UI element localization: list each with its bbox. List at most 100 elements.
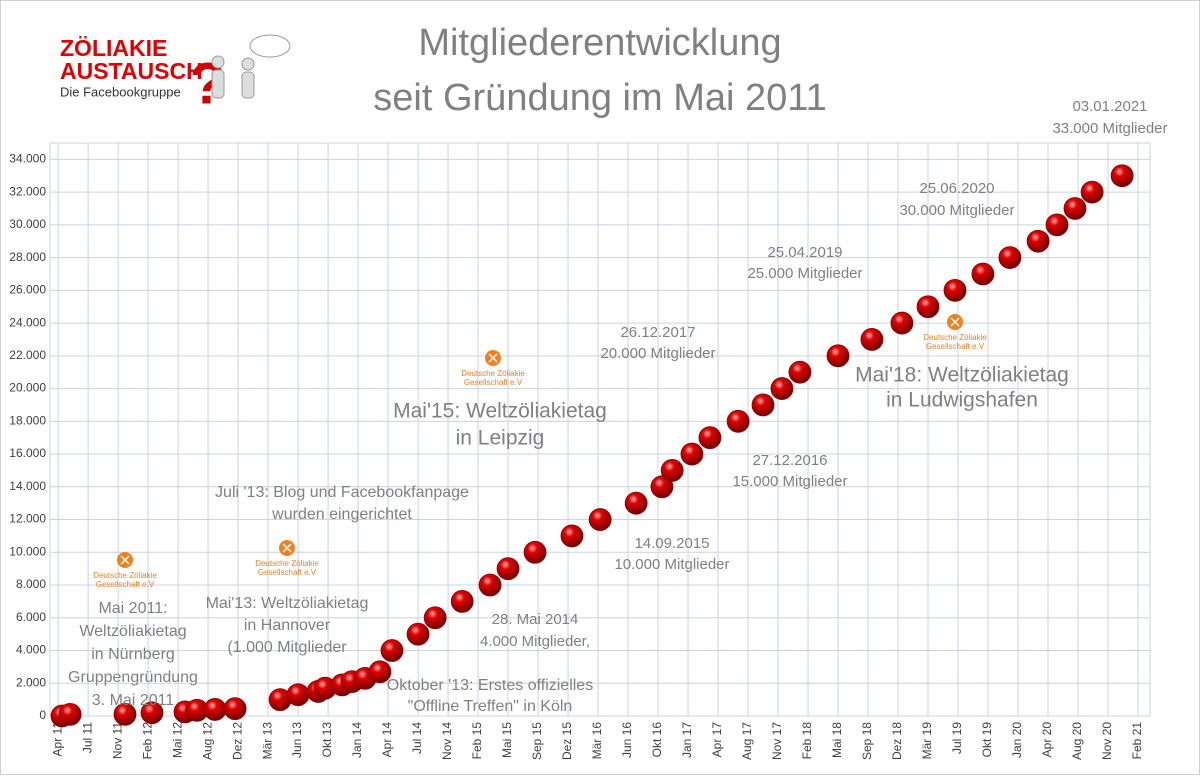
data-point <box>140 701 164 725</box>
annotation: 20.000 Mitglieder <box>600 345 715 362</box>
data-point <box>1080 180 1104 204</box>
annotation: 03.01.2021 <box>1072 98 1147 115</box>
x-tick-label: Nov 17 <box>770 722 784 760</box>
x-tick-label: Apr 20 <box>1040 722 1054 758</box>
data-point <box>423 606 447 630</box>
x-tick-label: Apr 11 <box>50 722 64 757</box>
data-point <box>1026 229 1050 253</box>
data-point <box>998 246 1022 270</box>
x-tick-label: Okt 19 <box>980 722 994 758</box>
x-tick-label: Apr 14 <box>380 722 394 758</box>
data-point <box>698 426 722 450</box>
annotation: Mai'15: Weltzöliakietag <box>393 400 607 423</box>
x-tick-label: Mai 12 <box>170 722 184 758</box>
annotation: 28. Mai 2014 <box>492 611 579 628</box>
annotation: 15.000 Mitglieder <box>732 473 847 490</box>
data-point <box>1110 164 1134 188</box>
data-point <box>650 475 674 499</box>
annotation: "Offline Treffen" in Köln <box>408 698 573 715</box>
partner-text: Gesellschaft e.V <box>96 580 155 589</box>
data-point <box>943 278 967 302</box>
x-tick-label: Dez 18 <box>890 722 904 760</box>
y-tick-label: 28.000 <box>9 250 46 264</box>
x-tick-label: Jul 11 <box>80 722 94 753</box>
x-tick-label: Nov 11 <box>110 722 124 759</box>
x-tick-label: Mai 18 <box>830 722 844 758</box>
y-tick-label: 12.000 <box>9 512 46 526</box>
x-tick-label: Dez 12 <box>230 722 244 760</box>
partner-icon <box>488 353 498 363</box>
annotation: in Leipzig <box>456 427 545 450</box>
x-tick-label: Mär 19 <box>920 722 934 760</box>
data-point <box>286 683 310 707</box>
annotation: 25.000 Mitglieder <box>747 265 862 282</box>
chart-title: Mitgliederentwicklung <box>418 22 781 64</box>
partner-text: Gesellschaft e.V <box>926 342 985 351</box>
data-point <box>58 702 82 726</box>
x-tick-label: Dez 15 <box>560 722 574 760</box>
data-point <box>726 409 750 433</box>
figure <box>241 57 255 71</box>
data-point <box>478 573 502 597</box>
data-point <box>788 360 812 384</box>
annotation: Gruppengründung <box>68 669 198 686</box>
annotation: Oktober '13: Erstes offizielles <box>387 677 593 694</box>
y-tick-label: 18.000 <box>9 413 46 427</box>
annotation: Mai'18: Weltzöliakietag <box>855 364 1069 387</box>
partner-icon <box>120 555 130 565</box>
figure <box>211 55 225 69</box>
annotation: 25.04.2019 <box>767 244 842 261</box>
y-tick-label: 26.000 <box>9 283 46 297</box>
data-point <box>223 697 247 721</box>
y-tick-label: 30.000 <box>9 217 46 231</box>
brand-logo: ZÖLIAKIE AUSTAUSCH Die Facebookgruppe ? <box>60 34 291 116</box>
annotation: wurden eingerichtet <box>271 506 412 523</box>
x-tick-label: Sep 18 <box>860 722 874 760</box>
figure <box>211 69 225 99</box>
data-point <box>496 557 520 581</box>
x-tick-label: Mär 13 <box>260 722 274 760</box>
x-tick-label: Jul 14 <box>410 722 424 754</box>
data-point <box>971 262 995 286</box>
y-tick-label: 10.000 <box>9 544 46 558</box>
data-point <box>380 639 404 662</box>
annotation: 3. Mai 2011 <box>92 692 175 709</box>
x-tick-label: Feb 12 <box>140 722 154 760</box>
x-tick-label: Nov 20 <box>1100 722 1114 760</box>
data-point <box>890 311 914 335</box>
data-point <box>770 377 794 400</box>
annotation: 33.000 Mitglieder <box>1052 120 1167 137</box>
figure <box>241 71 255 99</box>
x-tick-label: Jan 14 <box>350 722 364 758</box>
y-tick-label: 16.000 <box>9 446 46 460</box>
y-tick-label: 0 <box>39 708 46 722</box>
partner-text: Deutsche Zöliakie <box>255 559 319 568</box>
x-tick-label: Aug 20 <box>1070 722 1084 760</box>
y-tick-label: 6.000 <box>16 610 46 624</box>
annotation: Mai 2011: <box>98 600 167 617</box>
data-point <box>1045 213 1069 237</box>
annotation: 26.12.2017 <box>620 324 695 341</box>
x-tick-label: Feb 15 <box>470 722 484 760</box>
annotation: 14.09.2015 <box>634 535 709 552</box>
y-tick-label: 8.000 <box>16 577 46 591</box>
brand-text: AUSTAUSCH <box>60 58 203 84</box>
data-point <box>113 702 137 726</box>
annotation: 10.000 Mitglieder <box>614 556 729 573</box>
data-point <box>588 508 612 531</box>
x-tick-label: Jan 20 <box>1010 722 1024 758</box>
x-tick-label: Sep 15 <box>530 722 544 760</box>
partner-icon <box>950 317 960 327</box>
data-point <box>523 540 547 564</box>
partner-text: Deutsche Zöliakie <box>93 571 157 580</box>
annotation: in Ludwigshafen <box>886 389 1038 412</box>
x-tick-label: Okt 16 <box>650 722 664 758</box>
annotation: 25.06.2020 <box>919 180 994 197</box>
partner-text: Deutsche Zöliakie <box>923 333 987 342</box>
y-tick-label: 32.000 <box>9 184 46 198</box>
brand-text: ZÖLIAKIE <box>60 35 167 61</box>
brand-text: Die Facebookgruppe <box>60 84 181 99</box>
chart-title: seit Gründung im Mai 2011 <box>373 77 826 119</box>
